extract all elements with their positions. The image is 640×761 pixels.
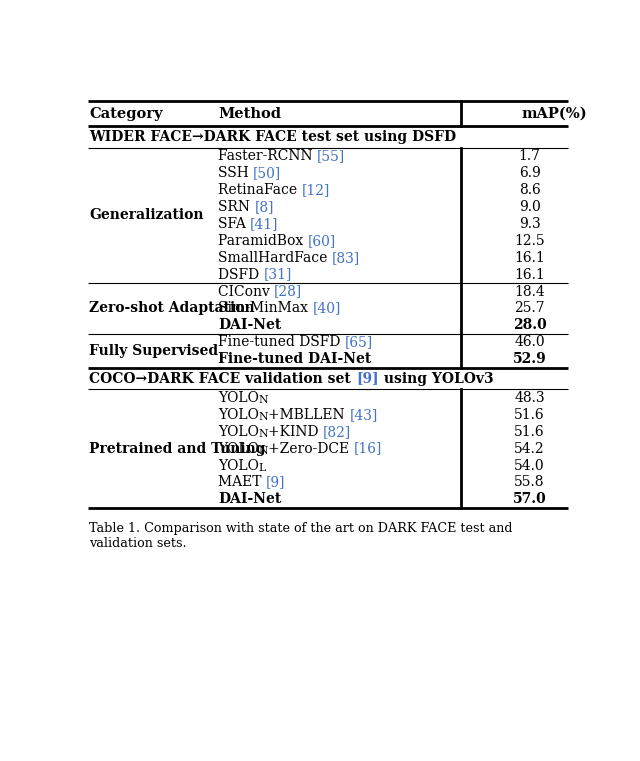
Text: 25.7: 25.7 xyxy=(514,301,545,316)
Text: YOLO: YOLO xyxy=(218,425,259,438)
Text: Method: Method xyxy=(218,107,281,121)
Text: [82]: [82] xyxy=(323,425,351,438)
Text: [31]: [31] xyxy=(264,268,292,282)
Text: ParamidBox: ParamidBox xyxy=(218,234,308,247)
Text: 8.6: 8.6 xyxy=(518,183,540,197)
Text: YOLO: YOLO xyxy=(218,391,259,405)
Text: 57.0: 57.0 xyxy=(513,492,547,506)
Text: SSH: SSH xyxy=(218,166,253,180)
Text: YOLO: YOLO xyxy=(218,441,259,456)
Text: [16]: [16] xyxy=(354,441,382,456)
Text: using YOLOv3: using YOLOv3 xyxy=(378,371,493,386)
Text: [8]: [8] xyxy=(254,200,274,214)
Text: SmallHardFace: SmallHardFace xyxy=(218,250,332,265)
Text: mAP(%): mAP(%) xyxy=(522,107,588,121)
Text: 46.0: 46.0 xyxy=(514,336,545,349)
Text: 6.9: 6.9 xyxy=(518,166,540,180)
Text: [41]: [41] xyxy=(250,217,278,231)
Text: 12.5: 12.5 xyxy=(514,234,545,247)
Text: N: N xyxy=(259,395,268,405)
Text: Zero-shot Adaptation: Zero-shot Adaptation xyxy=(90,301,255,316)
Text: DAI-Net: DAI-Net xyxy=(218,492,281,506)
Text: 9.3: 9.3 xyxy=(518,217,540,231)
Text: 9.0: 9.0 xyxy=(518,200,540,214)
Text: N: N xyxy=(259,412,268,422)
Text: 54.2: 54.2 xyxy=(514,441,545,456)
Text: 16.1: 16.1 xyxy=(514,268,545,282)
Text: [55]: [55] xyxy=(317,149,345,163)
Text: Table 1. Comparison with state of the art on DARK FACE test and
validation sets.: Table 1. Comparison with state of the ar… xyxy=(90,522,513,549)
Text: SFA: SFA xyxy=(218,217,250,231)
Text: +Zero-DCE: +Zero-DCE xyxy=(268,441,354,456)
Text: COCO→DARK FACE validation set: COCO→DARK FACE validation set xyxy=(90,371,356,386)
Text: 1.7: 1.7 xyxy=(518,149,541,163)
Text: +KIND: +KIND xyxy=(268,425,323,438)
Text: 28.0: 28.0 xyxy=(513,318,547,333)
Text: 16.1: 16.1 xyxy=(514,250,545,265)
Text: Generalization: Generalization xyxy=(90,209,204,222)
Text: [65]: [65] xyxy=(345,336,373,349)
Text: MAET: MAET xyxy=(218,476,266,489)
Text: 54.0: 54.0 xyxy=(514,459,545,473)
Text: RetinaFace: RetinaFace xyxy=(218,183,301,197)
Text: [28]: [28] xyxy=(274,285,303,298)
Text: [40]: [40] xyxy=(312,301,340,316)
Text: 55.8: 55.8 xyxy=(515,476,545,489)
Text: 51.6: 51.6 xyxy=(514,408,545,422)
Text: Sim-MinMax: Sim-MinMax xyxy=(218,301,312,316)
Text: Faster-RCNN: Faster-RCNN xyxy=(218,149,317,163)
Text: [43]: [43] xyxy=(349,408,378,422)
Text: L: L xyxy=(259,463,266,473)
Text: Fine-tuned DSFD: Fine-tuned DSFD xyxy=(218,336,345,349)
Text: YOLO: YOLO xyxy=(218,459,259,473)
Text: Fully Supervised: Fully Supervised xyxy=(90,344,218,358)
Text: Fine-tuned DAI-Net: Fine-tuned DAI-Net xyxy=(218,352,371,366)
Text: N: N xyxy=(259,446,268,456)
Text: 51.6: 51.6 xyxy=(514,425,545,438)
Text: DSFD: DSFD xyxy=(218,268,264,282)
Text: 52.9: 52.9 xyxy=(513,352,547,366)
Text: SRN: SRN xyxy=(218,200,254,214)
Text: [9]: [9] xyxy=(266,476,285,489)
Text: [60]: [60] xyxy=(308,234,336,247)
Text: Pretrained and Tuning: Pretrained and Tuning xyxy=(90,441,266,456)
Text: WIDER FACE→DARK FACE test set using DSFD: WIDER FACE→DARK FACE test set using DSFD xyxy=(90,129,456,144)
Text: [12]: [12] xyxy=(301,183,330,197)
Text: [9]: [9] xyxy=(356,371,378,386)
Text: [50]: [50] xyxy=(253,166,282,180)
Text: [83]: [83] xyxy=(332,250,360,265)
Text: Category: Category xyxy=(90,107,163,121)
Text: 48.3: 48.3 xyxy=(514,391,545,405)
Text: DAI-Net: DAI-Net xyxy=(218,318,281,333)
Text: CIConv: CIConv xyxy=(218,285,274,298)
Text: N: N xyxy=(259,429,268,439)
Text: 18.4: 18.4 xyxy=(514,285,545,298)
Text: +MBLLEN: +MBLLEN xyxy=(268,408,349,422)
Text: YOLO: YOLO xyxy=(218,408,259,422)
